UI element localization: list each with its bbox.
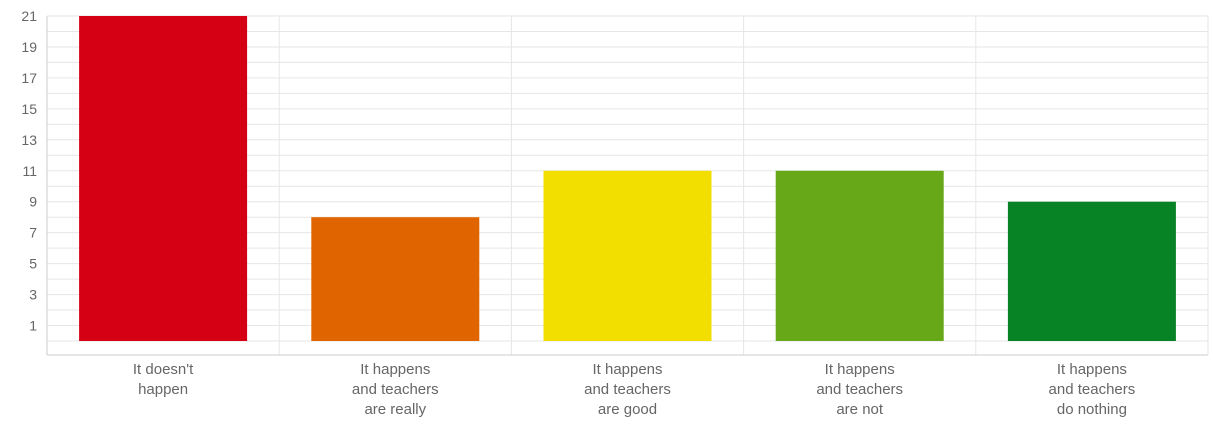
x-tick-label: It happens and teachers do nothing <box>1049 361 1136 418</box>
bar <box>543 170 712 341</box>
x-tick-label: It happens and teachers are not <box>816 361 903 418</box>
y-tick-label: 15 <box>21 101 37 117</box>
y-tick-label: 9 <box>29 194 37 210</box>
x-tick-label-line: It happens <box>825 361 895 378</box>
bars-layer <box>79 16 1176 341</box>
x-tick-label-line: are not <box>836 401 884 418</box>
y-tick-label: 3 <box>29 287 37 303</box>
x-tick-label-line: It doesn't <box>133 361 194 378</box>
x-tick-label-line: and teachers <box>1049 381 1136 398</box>
x-tick-label-line: happen <box>138 381 188 398</box>
y-tick-label: 13 <box>21 132 37 148</box>
bar <box>1007 201 1176 341</box>
y-tick-label: 21 <box>21 8 37 24</box>
x-tick-label-line: and teachers <box>816 381 903 398</box>
y-tick-label: 1 <box>29 318 37 334</box>
x-tick-label-line: It happens <box>1057 361 1127 378</box>
y-tick-label: 5 <box>29 256 37 272</box>
y-tick-label: 17 <box>21 70 37 86</box>
x-tick-label-line: and teachers <box>584 381 671 398</box>
x-tick-label: It happens and teachers are really <box>352 361 439 418</box>
x-tick-label-line: and teachers <box>352 381 439 398</box>
x-tick-labels: It doesn't happen It happens and teachers ar… <box>133 361 1135 418</box>
y-tick-label: 11 <box>22 163 37 179</box>
y-tick-label: 7 <box>29 225 37 241</box>
bar <box>311 217 480 341</box>
bar <box>79 16 248 341</box>
y-tick-label: 19 <box>21 39 37 55</box>
x-tick-label: It doesn't happen <box>133 361 194 398</box>
x-tick-label-line: It happens <box>592 361 662 378</box>
axes-layer <box>46 16 1208 356</box>
x-tick-label-line: It happens <box>360 361 430 378</box>
x-tick-label-line: are good <box>598 401 657 418</box>
x-tick-label-line: do nothing <box>1057 401 1127 418</box>
bar <box>775 170 944 341</box>
x-tick-label-line: are really <box>364 401 426 418</box>
x-tick-label: It happens and teachers are good <box>584 361 671 418</box>
